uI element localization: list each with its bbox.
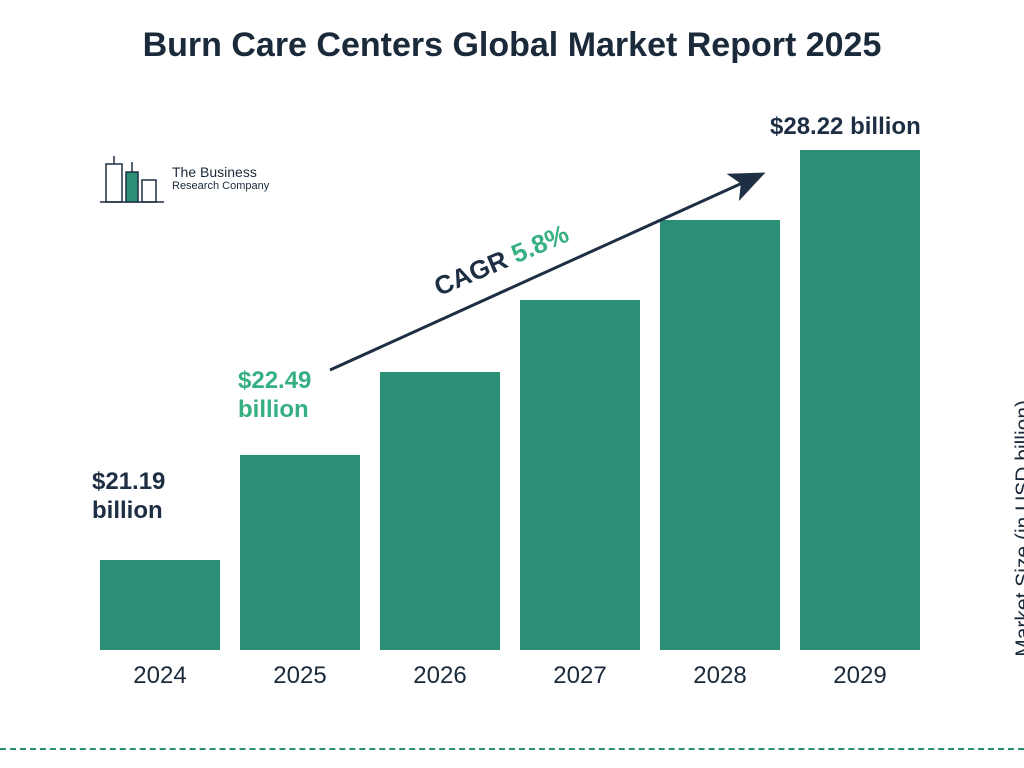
value-label: $22.49billion — [238, 367, 311, 425]
bottom-divider — [0, 748, 1024, 750]
value-label: $28.22 billion — [770, 113, 921, 142]
value-label: $21.19billion — [92, 468, 165, 526]
